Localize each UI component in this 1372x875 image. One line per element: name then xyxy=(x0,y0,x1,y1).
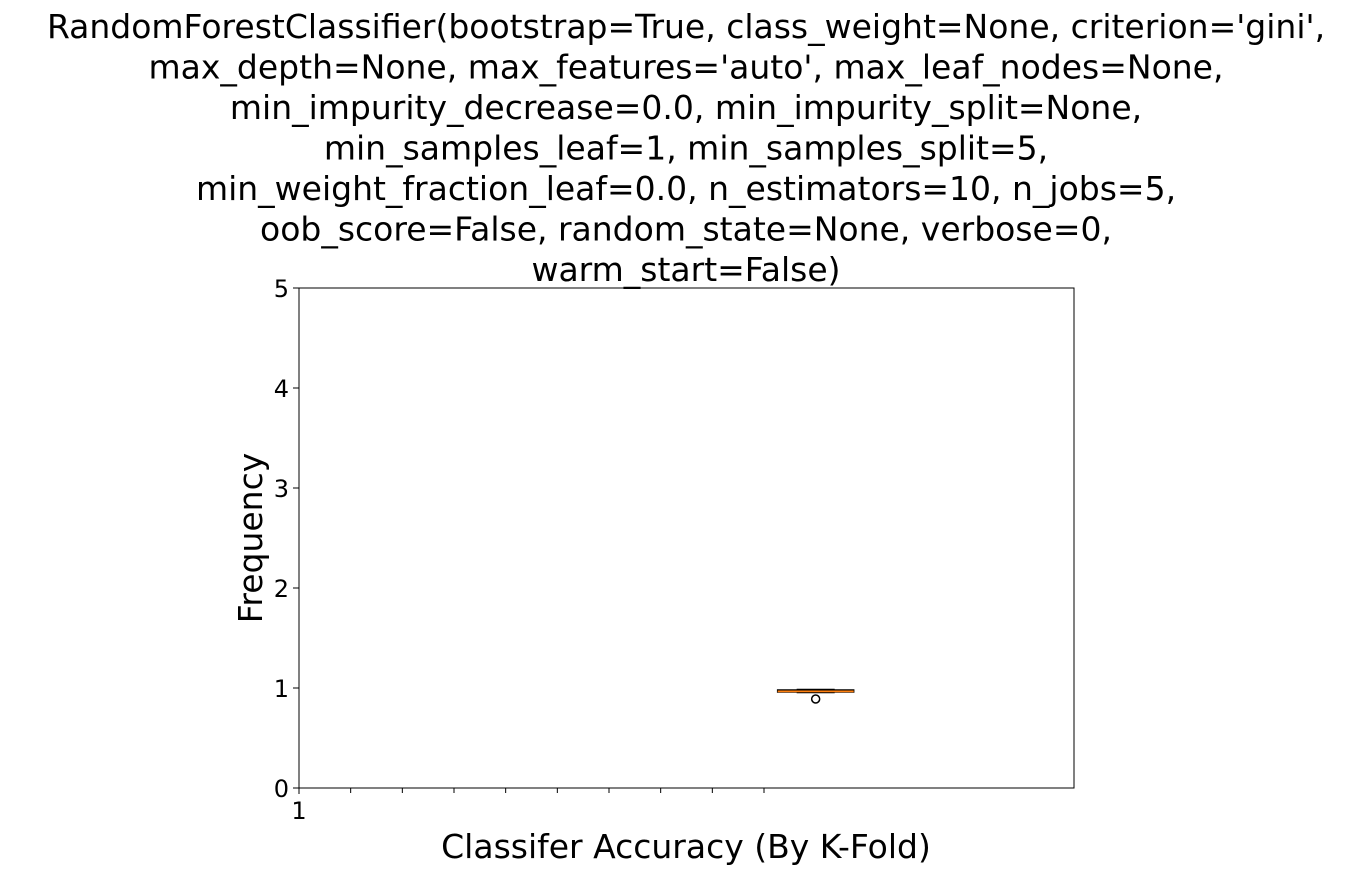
y-tick-label: 1 xyxy=(274,675,289,703)
y-tick-label: 4 xyxy=(274,375,289,403)
plot-area xyxy=(298,287,1075,789)
x-axis: 1 xyxy=(291,788,765,825)
box-series xyxy=(776,688,855,704)
y-tick-label: 3 xyxy=(274,475,289,503)
y-axis-label: Frequency xyxy=(231,453,270,623)
x-tick-label: 1 xyxy=(291,797,306,825)
title-line: oob_score=False, random_state=None, verb… xyxy=(260,210,1112,249)
title-line: min_impurity_decrease=0.0, min_impurity_… xyxy=(230,88,1142,127)
y-axis: 0 1 2 3 4 5 xyxy=(274,275,299,803)
plot-frame xyxy=(298,287,1075,789)
y-tick-label: 0 xyxy=(274,775,289,803)
chart-title: RandomForestClassifier(bootstrap=True, c… xyxy=(47,7,1325,289)
y-tick-label: 5 xyxy=(274,275,289,303)
outlier-point xyxy=(810,694,821,704)
y-tick-label: 2 xyxy=(274,575,289,603)
title-line: warm_start=False) xyxy=(531,250,840,289)
title-line: min_weight_fraction_leaf=0.0, n_estimato… xyxy=(196,169,1176,208)
x-axis-label: Classifer Accuracy (By K-Fold) xyxy=(441,827,931,866)
title-line: max_depth=None, max_features='auto', max… xyxy=(149,48,1224,87)
title-line: RandomForestClassifier(bootstrap=True, c… xyxy=(47,7,1325,46)
title-line: min_samples_leaf=1, min_samples_split=5, xyxy=(324,129,1048,168)
